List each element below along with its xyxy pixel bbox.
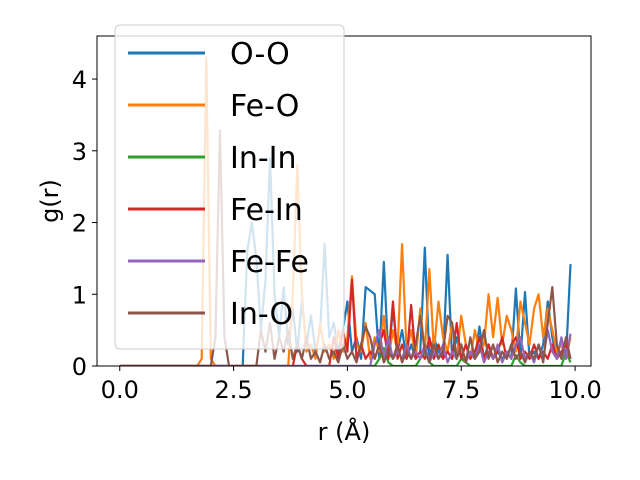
legend-label-in-in: In-In [230, 141, 297, 176]
x-axis-label: r (Å) [318, 417, 371, 446]
legend-label-fe-in: Fe-In [230, 193, 303, 228]
legend-label-fe-fe: Fe-Fe [230, 245, 309, 280]
x-tick-label: 5.0 [328, 376, 366, 404]
x-axis: 0.0 2.5 5.0 7.5 10.0 [101, 366, 602, 404]
y-tick-label: 1 [72, 281, 87, 309]
y-axis-label: g(r) [36, 179, 64, 223]
x-tick-label: 2.5 [215, 376, 253, 404]
y-tick-label: 0 [72, 353, 87, 381]
y-tick-label: 4 [72, 66, 87, 94]
y-tick-label: 2 [72, 210, 87, 238]
series-line-fe-in [119, 278, 572, 366]
legend: O-O Fe-O In-In Fe-In Fe-Fe In-O [114, 24, 345, 350]
y-axis: 0 1 2 3 4 [72, 66, 97, 381]
x-tick-label: 7.5 [442, 376, 480, 404]
legend-label-o-o: O-O [230, 37, 290, 72]
y-tick-label: 3 [72, 138, 87, 166]
x-tick-label: 0.0 [101, 376, 139, 404]
x-tick-label: 10.0 [548, 376, 601, 404]
legend-label-in-o: In-O [230, 297, 293, 332]
legend-label-fe-o: Fe-O [230, 89, 299, 124]
